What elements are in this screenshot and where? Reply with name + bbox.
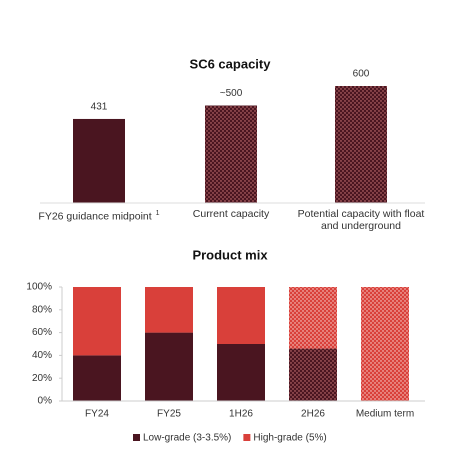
bar-segment	[289, 348, 337, 401]
legend-swatch	[133, 434, 140, 441]
x-tick-label: FY25	[157, 409, 181, 420]
bar-segment	[361, 287, 409, 401]
value-label: ~500	[220, 88, 243, 99]
chart-title: Product mix	[192, 247, 268, 262]
bar-segment	[289, 287, 337, 349]
x-tick-label: FY24	[85, 409, 109, 420]
bar-segment	[217, 344, 265, 401]
bar-segment	[217, 287, 265, 344]
legend-label: Low-grade (3-3.5%)	[143, 433, 231, 444]
bar	[73, 118, 125, 203]
bar-segment	[145, 287, 193, 333]
category: Potential capacity with float and underg…	[297, 208, 425, 232]
category: FY26 guidance midpoint	[38, 210, 152, 223]
y-tick-label: 40%	[32, 350, 52, 361]
y-tick-label: 0%	[38, 396, 53, 407]
chart-title: SC6 capacity	[190, 56, 272, 71]
x-tick-label: Current capacity	[166, 208, 296, 220]
x-tick-label: Medium term	[356, 409, 414, 420]
bar	[335, 86, 387, 203]
value-label: 600	[353, 69, 370, 80]
y-tick-label: 100%	[26, 282, 52, 293]
y-tick-label: 20%	[32, 373, 52, 384]
x-tick-label: 1H26	[229, 409, 253, 420]
x-tick-label: FY26 guidance midpoint 1	[34, 208, 164, 223]
legend-swatch	[243, 434, 251, 441]
y-tick-label: 60%	[32, 327, 52, 338]
category: Current capacity	[192, 208, 270, 220]
y-tick-label: 80%	[32, 304, 52, 315]
bar-segment	[145, 332, 193, 401]
bar	[205, 105, 257, 203]
footnote-mark: 1	[155, 210, 160, 217]
x-tick-label: Potential capacity with float and underg…	[296, 208, 426, 232]
x-tick-label: 2H26	[301, 409, 325, 420]
bar-segment	[73, 287, 121, 356]
bar-segment	[73, 355, 121, 401]
value-label: 431	[91, 102, 108, 113]
legend-label: High-grade (5%)	[253, 433, 326, 444]
